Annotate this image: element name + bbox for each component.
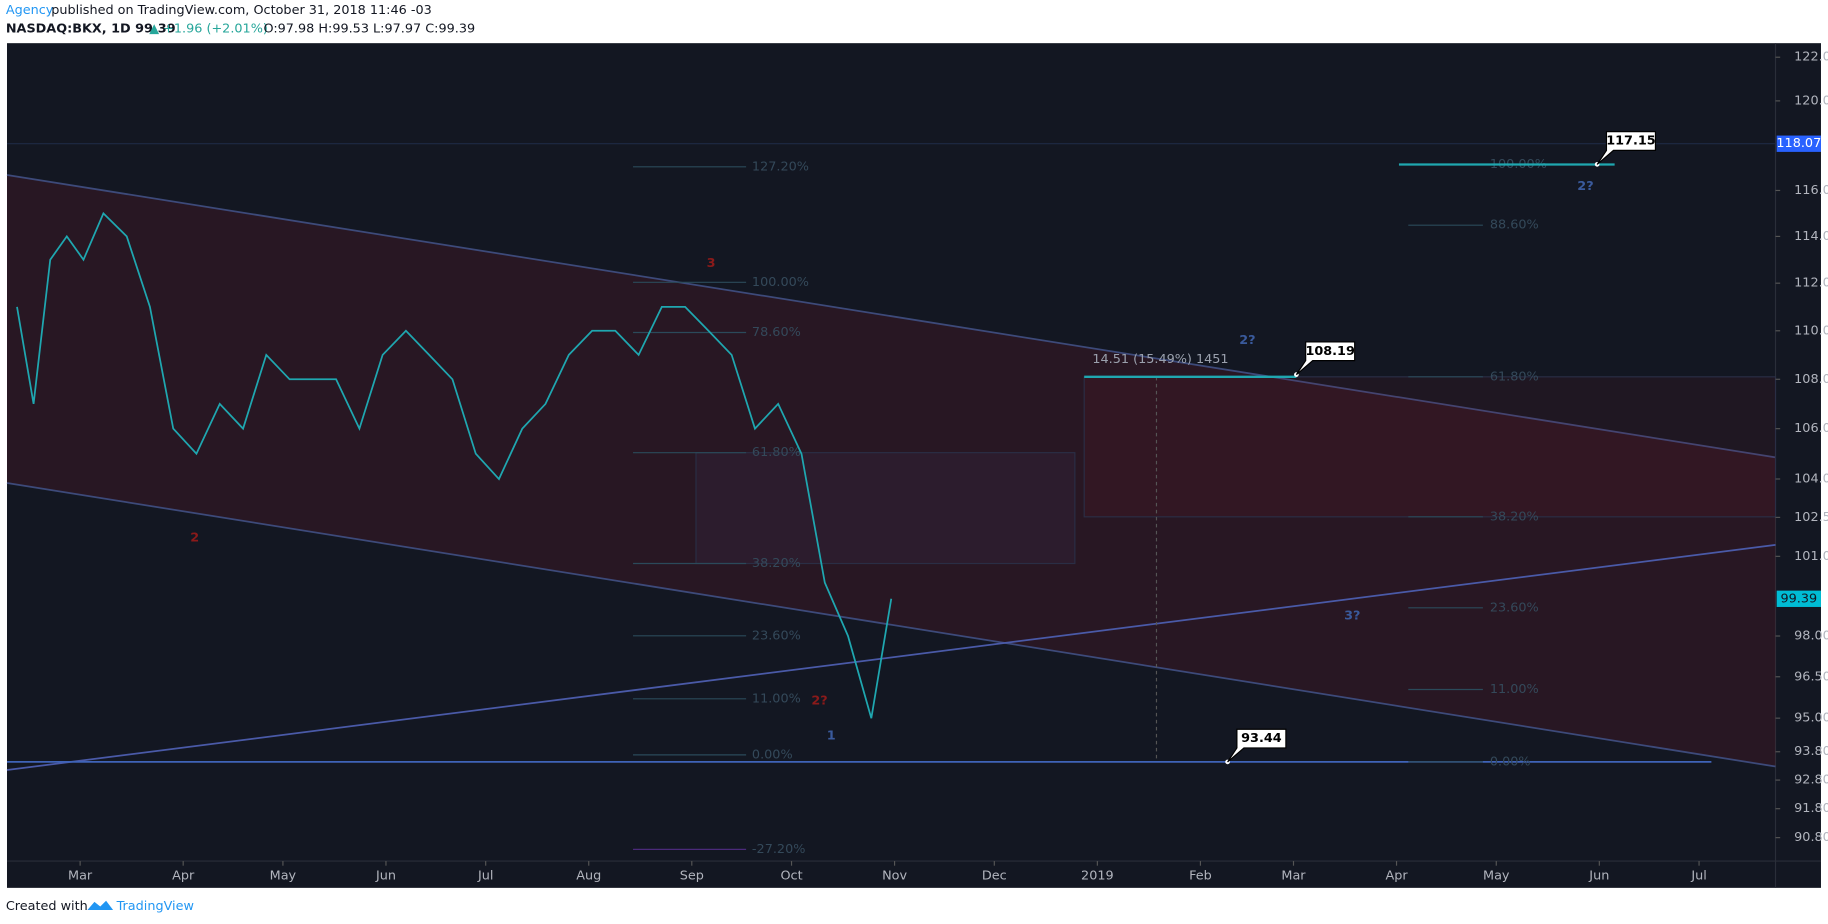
y-tick-label: 95.00 <box>1794 711 1828 726</box>
channel-fill <box>6 175 1776 767</box>
x-tick-label: Apr <box>172 869 195 884</box>
y-tick-label: 92.80 <box>1794 773 1828 788</box>
x-tick-label: Oct <box>780 869 802 884</box>
price-line <box>16 211 893 719</box>
fib-label: 61.80% <box>752 445 801 460</box>
y-tick-label: 102.50 <box>1794 510 1828 525</box>
x-tick-label: Mar <box>68 869 93 884</box>
wave-label: 2? <box>811 694 827 709</box>
measure-label: 14.51 (15.49%) 1451 <box>1092 352 1228 367</box>
y-tick-label: 101.00 <box>1794 549 1828 564</box>
tv-logo <box>87 900 114 911</box>
callout-box <box>1295 341 1356 376</box>
change: ▲ +1.96 (+2.01%) <box>149 22 268 37</box>
fib-label: 100.00% <box>752 275 809 290</box>
x-tick-label: 2019 <box>1081 869 1114 884</box>
fib-label: 23.60% <box>752 628 801 643</box>
y-tick-label: 116.00 <box>1794 183 1828 198</box>
trendline <box>6 543 1776 771</box>
y-tick-label: 112.00 <box>1794 276 1828 291</box>
y-tick-label: 110.00 <box>1794 323 1828 338</box>
ohlc: O:97.98 H:99.53 L:97.97 C:99.39 <box>263 22 475 37</box>
x-tick-label: Nov <box>882 869 907 884</box>
x-tick-label: May <box>1483 869 1510 884</box>
price-tag <box>1776 135 1821 152</box>
x-tick-label: Dec <box>982 869 1007 884</box>
fib-label: 78.60% <box>752 325 801 340</box>
fib-label: 11.00% <box>752 691 801 706</box>
channel-top <box>6 174 1776 459</box>
x-tick-label: Mar <box>1281 869 1306 884</box>
x-tick-label: May <box>270 869 297 884</box>
x-tick-label: Aug <box>576 869 601 884</box>
callout-label: 93.44 <box>1241 731 1282 746</box>
y-tick-label: 91.80 <box>1794 801 1828 816</box>
footer-created: Created with <box>6 899 88 914</box>
symbol: NASDAQ:BKX, 1D 99.39 <box>6 22 176 37</box>
y-tick-label: 93.80 <box>1794 744 1828 759</box>
fib-label: 0.00% <box>1490 754 1531 769</box>
footer-brand[interactable]: TradingView <box>116 899 194 914</box>
x-tick-label: Apr <box>1385 869 1408 884</box>
fib-label: 11.00% <box>1490 682 1539 697</box>
fib-label: 127.20% <box>752 159 809 174</box>
wave-label: 2 <box>190 530 199 545</box>
x-tick-label: Sep <box>680 869 704 884</box>
wave-label: 3? <box>1344 609 1360 624</box>
y-tick-label: 114.00 <box>1794 229 1828 244</box>
y-tick-label: 90.80 <box>1794 830 1828 845</box>
x-tick-label: Jun <box>375 869 396 884</box>
y-tick-label: 122.00 <box>1794 50 1828 65</box>
fib-label: 88.60% <box>1490 218 1539 233</box>
price-tag-label: 99.39 <box>1780 591 1817 606</box>
x-tick-label: Feb <box>1189 869 1212 884</box>
fib-label: -27.20% <box>752 842 805 857</box>
zone-box <box>1083 376 1777 518</box>
y-tick-label: 96.50 <box>1794 669 1828 684</box>
published: published on TradingView.com, October 31… <box>51 3 431 18</box>
fib-label: 38.20% <box>752 556 801 571</box>
author: Agency <box>6 3 54 18</box>
y-tick-label: 120.00 <box>1794 93 1828 108</box>
channel-bottom <box>6 482 1776 768</box>
price-tag <box>1776 590 1821 607</box>
fib-label: 23.60% <box>1490 600 1539 615</box>
x-tick-label: Jul <box>1690 869 1706 884</box>
fib-label: 38.20% <box>1490 509 1539 524</box>
fib-label: 61.80% <box>1490 369 1539 384</box>
callout-label: 117.15 <box>1606 134 1656 149</box>
x-tick-label: Jun <box>1588 869 1609 884</box>
y-tick-label: 98.00 <box>1794 629 1828 644</box>
price-tag-label: 118.07 <box>1776 136 1821 151</box>
callout-box <box>1596 131 1657 165</box>
zone-box <box>695 452 1076 565</box>
wave-label: 3 <box>707 256 716 271</box>
wave-label: 2? <box>1239 333 1255 348</box>
chart-background <box>6 43 1821 888</box>
fib-label: 0.00% <box>752 747 793 762</box>
x-tick-label: Jul <box>477 869 493 884</box>
wave-label: 2? <box>1577 179 1593 194</box>
y-tick-label: 104.00 <box>1794 471 1828 486</box>
y-tick-label: 106.00 <box>1794 421 1828 436</box>
wave-label: 1 <box>827 729 836 744</box>
callout-box <box>1227 728 1287 763</box>
y-tick-label: 108.00 <box>1794 372 1828 387</box>
callout-label: 108.19 <box>1305 344 1355 359</box>
